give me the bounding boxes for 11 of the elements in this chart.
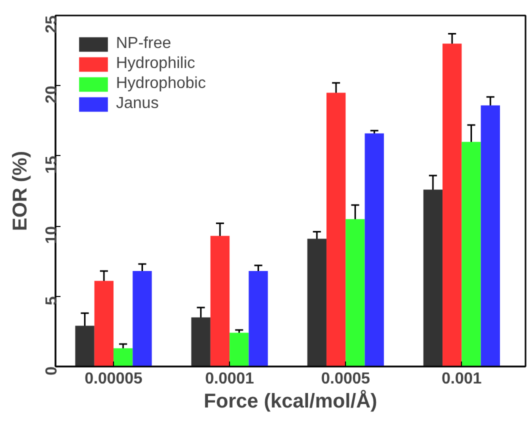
legend-label: Janus [116, 95, 159, 113]
x-axis-title: Force (kcal/mol/Å) [204, 390, 378, 412]
legend-label: NP-free [116, 35, 172, 53]
x-tick-label: 0.0001 [205, 370, 254, 388]
legend-label: Hydrophilic [116, 55, 196, 73]
legend-label: Hydrophobic [116, 75, 206, 93]
x-tick-label: 0.0005 [321, 370, 370, 388]
y-tick-label: 0 [44, 366, 60, 376]
x-tick-label: 0.00005 [84, 370, 143, 388]
x-tick-label: 0.001 [442, 370, 482, 388]
y-axis-title: EOR (%) [10, 151, 32, 231]
